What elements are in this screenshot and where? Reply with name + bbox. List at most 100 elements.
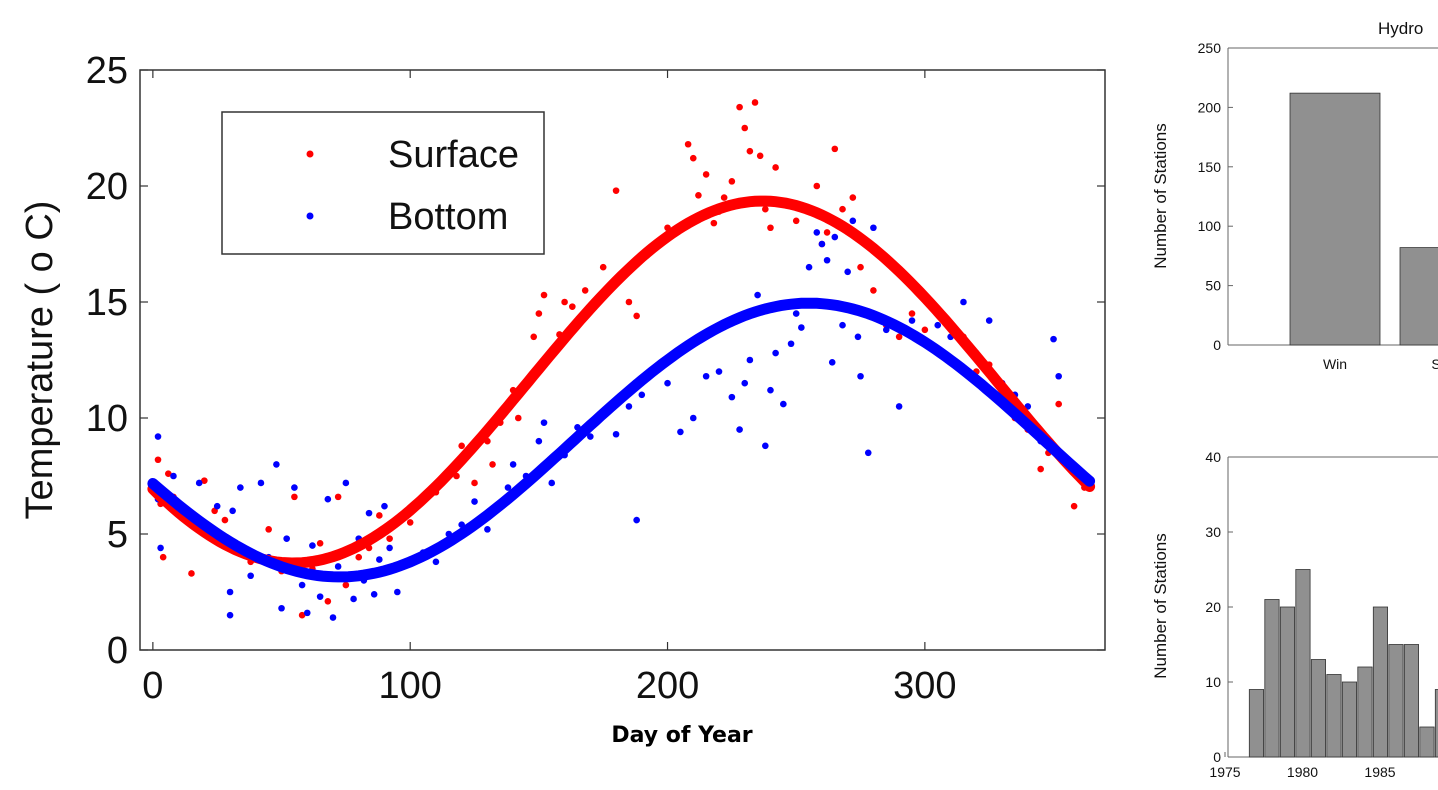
surface-data-point bbox=[736, 103, 743, 111]
surface-data-point bbox=[188, 570, 195, 577]
surface-data-point bbox=[839, 205, 846, 213]
bottom-data-point bbox=[370, 591, 378, 598]
bottom-data-point bbox=[170, 472, 177, 480]
surface-data-point bbox=[792, 217, 800, 225]
seasonal-x-tick-label: S bbox=[1431, 356, 1438, 372]
surface-data-point bbox=[530, 333, 538, 341]
main-axes-ticks: 0 100 200 300 0 5 10 15 20 25 bbox=[86, 50, 1105, 707]
bottom-data-point bbox=[237, 484, 244, 491]
bottom-data-point bbox=[746, 356, 754, 364]
bottom-data-point bbox=[386, 544, 393, 552]
bottom-data-point bbox=[154, 433, 162, 440]
main-y-tick-label: 5 bbox=[107, 514, 128, 556]
yearly-bar bbox=[1326, 674, 1342, 758]
surface-data-point bbox=[165, 470, 172, 477]
surface-data-point bbox=[751, 99, 759, 106]
bottom-data-point bbox=[278, 604, 285, 612]
surface-data-point bbox=[514, 414, 522, 422]
surface-data-point bbox=[857, 263, 864, 271]
bottom-data-point bbox=[381, 502, 388, 510]
bottom-data-point bbox=[741, 379, 749, 387]
surface-data-point bbox=[762, 205, 769, 213]
surface-data-point bbox=[201, 477, 208, 484]
main-y-tick-label: 10 bbox=[86, 398, 128, 440]
yearly-bar bbox=[1264, 599, 1280, 758]
yearly-x-tick-label: 1980 bbox=[1287, 764, 1318, 780]
surface-data-point bbox=[870, 287, 877, 294]
surface-data-point bbox=[386, 535, 393, 542]
yearly-y-tick-label: 40 bbox=[1205, 449, 1221, 465]
legend-bottom-label: Bottom bbox=[388, 196, 508, 238]
bottom-data-point bbox=[334, 563, 342, 570]
surface-data-point bbox=[746, 147, 754, 155]
main-fit-curves bbox=[147, 195, 1096, 583]
bottom-data-point bbox=[213, 502, 221, 510]
bottom-data-point bbox=[754, 291, 761, 299]
bottom-data-point bbox=[1055, 372, 1062, 380]
bottom-data-point bbox=[633, 516, 640, 524]
yearly-bar bbox=[1372, 606, 1389, 758]
main-y-axis-title: Temperature ( o C) bbox=[19, 201, 61, 520]
bottom-data-point bbox=[484, 526, 491, 533]
surface-data-point bbox=[561, 298, 568, 306]
surface-data-point bbox=[908, 310, 916, 317]
bottom-data-point bbox=[504, 484, 512, 491]
yearly-bar bbox=[1295, 569, 1311, 758]
surface-data-point bbox=[316, 539, 324, 547]
bottom-data-point bbox=[247, 572, 254, 580]
seasonal-y-tick-label: 50 bbox=[1205, 278, 1221, 294]
legend-surface-label: Surface bbox=[388, 134, 519, 176]
bottom-data-point bbox=[291, 484, 298, 491]
bottom-data-point bbox=[257, 479, 265, 487]
bottom-data-point bbox=[342, 479, 350, 487]
bottom-data-point bbox=[509, 461, 517, 468]
bottom-data-point bbox=[780, 400, 787, 408]
seasonal-bar bbox=[1289, 92, 1381, 346]
bottom-data-point bbox=[612, 430, 620, 438]
bottom-data-point bbox=[715, 368, 723, 375]
seasonal-y-axis-title: Number of Stations bbox=[1151, 123, 1170, 269]
bottom-data-point bbox=[818, 240, 826, 248]
surface-data-point bbox=[540, 291, 548, 299]
seasonal-x-tick-label: Win bbox=[1323, 356, 1347, 372]
bottom-data-point bbox=[854, 333, 862, 341]
seasonal-ticks: 0 50 100 150 200 250 Win S bbox=[1198, 40, 1438, 372]
yearly-x-tick-label: 1975 bbox=[1209, 764, 1240, 780]
bottom-data-point bbox=[689, 414, 697, 422]
bottom-data-point bbox=[798, 324, 805, 331]
bottom-data-point bbox=[350, 595, 357, 603]
main-y-tick-label: 15 bbox=[86, 282, 128, 324]
bottom-data-point bbox=[309, 542, 316, 549]
yearly-bar bbox=[1310, 659, 1327, 758]
bottom-data-point bbox=[844, 268, 851, 276]
bottom-data-point bbox=[394, 588, 401, 596]
surface-data-point bbox=[489, 461, 496, 468]
yearly-bar bbox=[1388, 644, 1404, 758]
main-plot: 0 100 200 300 0 5 10 15 20 25 Surface Bottom Temp… bbox=[19, 50, 1106, 748]
surface-data-point bbox=[599, 263, 607, 271]
bottom-data-point bbox=[677, 428, 684, 436]
bottom-data-point bbox=[805, 263, 813, 271]
bottom-data-point bbox=[298, 581, 306, 589]
bottom-data-point bbox=[934, 321, 942, 329]
yearly-y-tick-label: 20 bbox=[1205, 599, 1221, 615]
bottom-data-point bbox=[864, 449, 872, 457]
surface-data-point bbox=[633, 312, 640, 320]
bottom-data-point bbox=[283, 535, 290, 542]
bottom-data-point bbox=[828, 359, 836, 366]
yearly-bar bbox=[1248, 689, 1265, 758]
main-x-tick-label: 0 bbox=[142, 665, 163, 707]
yearly-y-tick-label: 10 bbox=[1205, 674, 1221, 690]
seasonal-bar-chart: Hydro 0 50 100 150 200 250 Win S Number of Stat… bbox=[1151, 19, 1438, 372]
legend-bottom-marker bbox=[306, 212, 314, 220]
bottom-data-point bbox=[728, 393, 736, 401]
bottom-data-point bbox=[365, 509, 373, 517]
seasonal-y-tick-label: 0 bbox=[1213, 337, 1221, 353]
surface-data-point bbox=[1037, 465, 1044, 473]
surface-data-point bbox=[291, 493, 298, 501]
bottom-data-point bbox=[195, 479, 203, 487]
surface-data-point bbox=[1070, 502, 1078, 510]
yearly-y-axis-title: Number of Stations bbox=[1151, 533, 1170, 679]
bottom-data-point bbox=[324, 495, 332, 503]
surface-data-point bbox=[720, 194, 728, 201]
